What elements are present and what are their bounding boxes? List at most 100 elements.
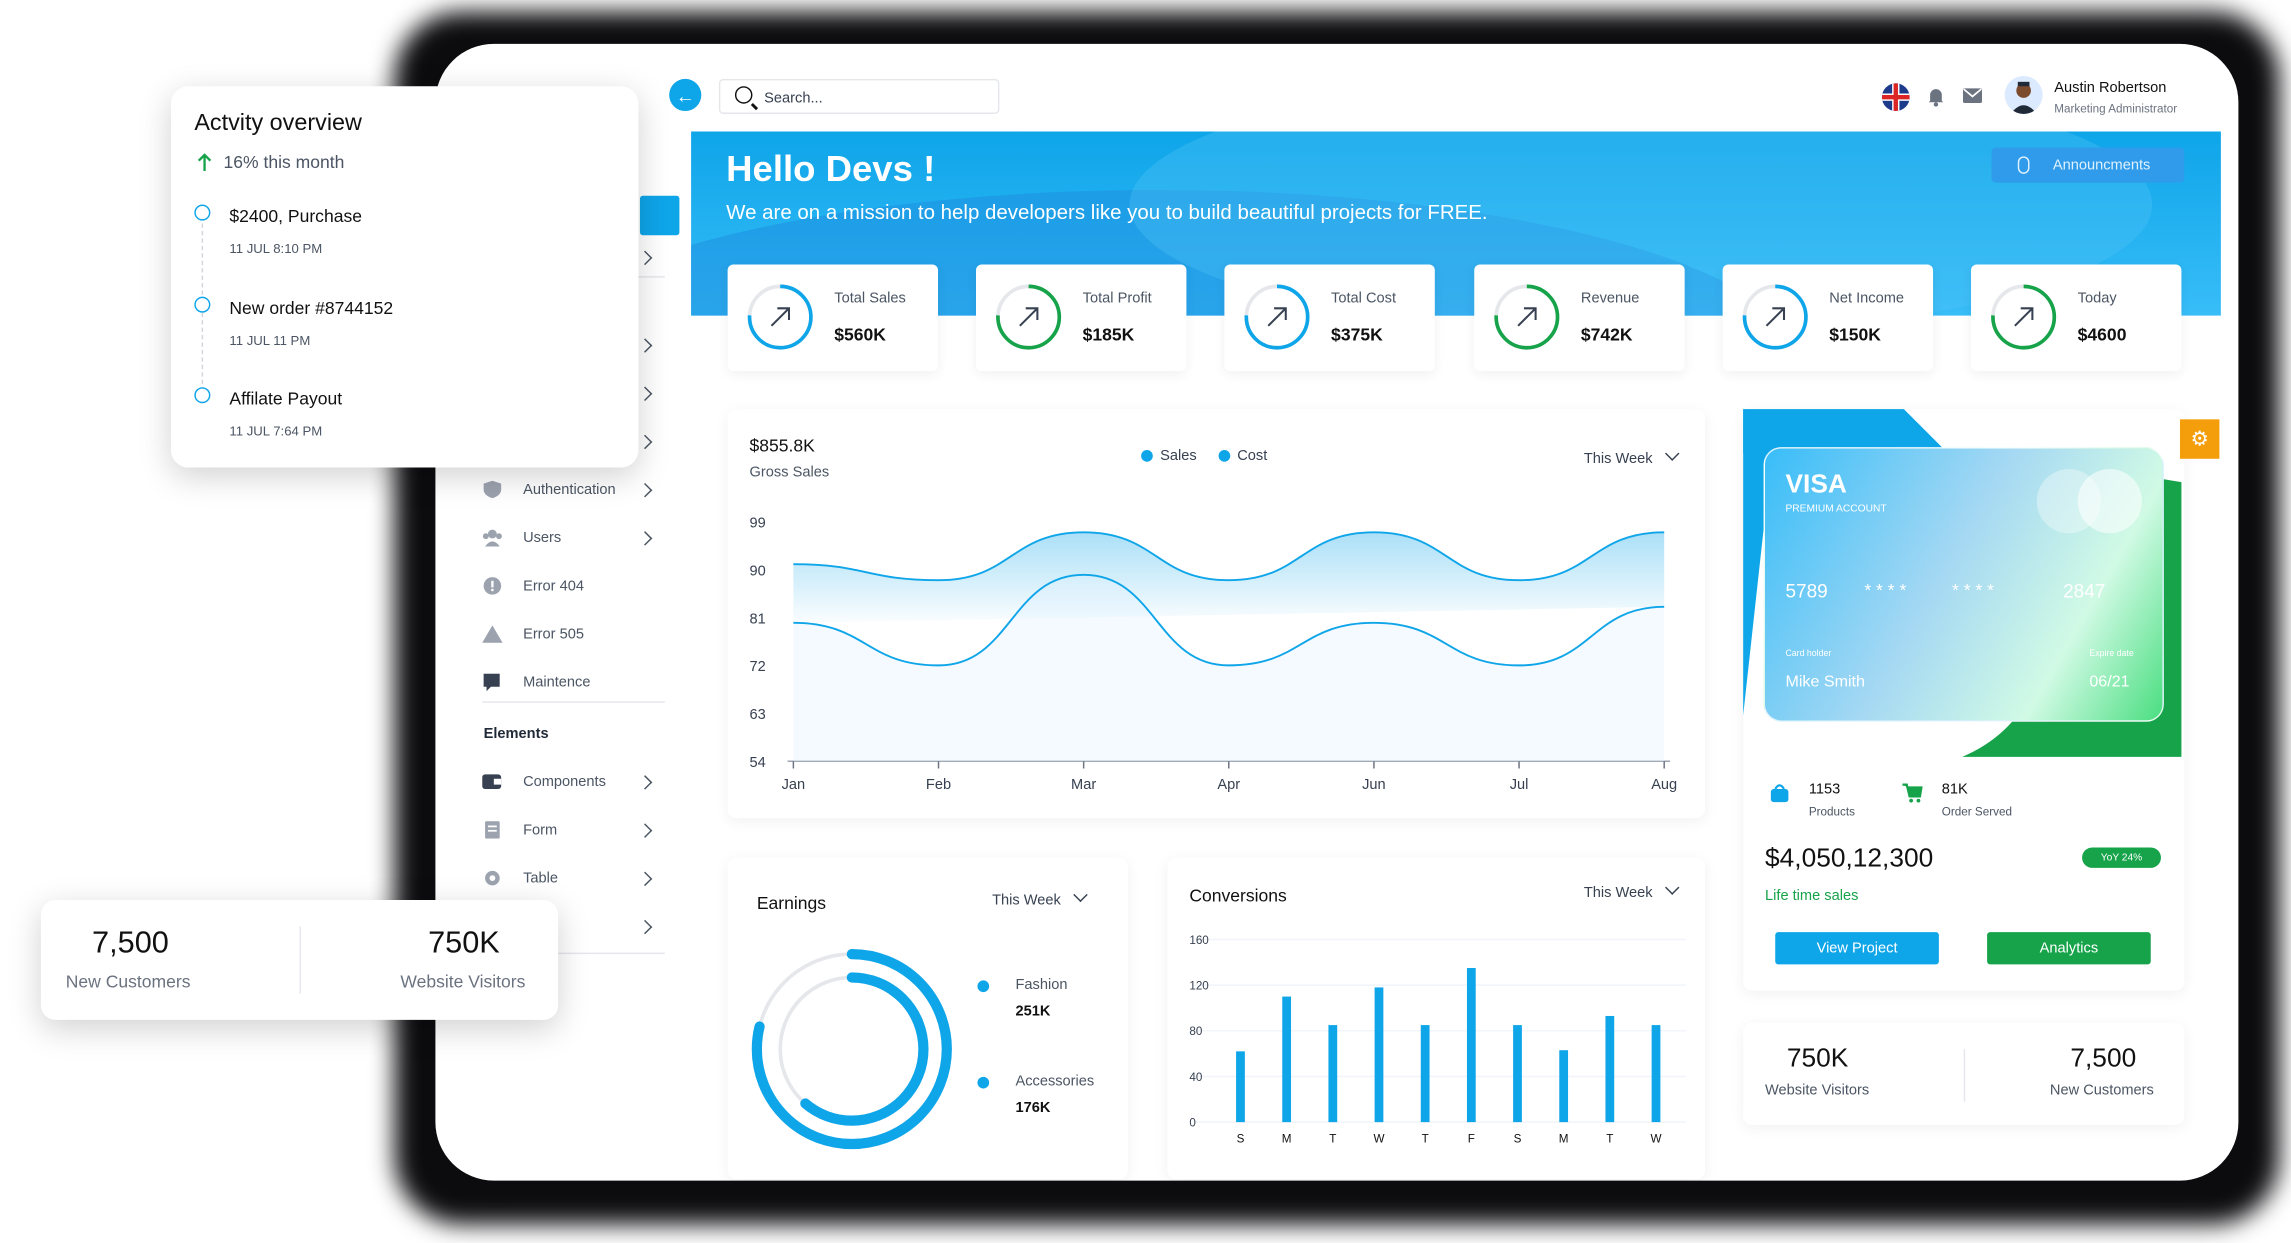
activity-item-title[interactable]: $2400, Purchase <box>229 206 362 227</box>
sales-area-fill <box>793 532 1665 623</box>
products-label: Products <box>1808 805 1855 819</box>
visa-panel: VISA PREMIUM ACCOUNT 5789 * * * * * * * … <box>1743 409 2185 991</box>
chevron-right-icon <box>637 919 653 935</box>
user-role: Marketing Administrator <box>2054 102 2178 116</box>
timeline-dot <box>194 296 211 313</box>
sidebar-item-form[interactable]: Form <box>482 815 557 844</box>
activity-item-title[interactable]: Affilate Payout <box>229 388 343 410</box>
stat-card-net-income[interactable]: Net Income $150K <box>1722 264 1934 372</box>
warning-icon <box>482 625 503 643</box>
chevron-right-icon <box>637 482 653 498</box>
range-label: This Week <box>1583 451 1653 468</box>
sidebar-item-maintenance[interactable]: Maintence <box>482 668 590 697</box>
earnings-range-dropdown[interactable]: This Week <box>992 887 1088 909</box>
sidebar-item-authentication[interactable]: Authentication <box>482 475 616 504</box>
legend-dot <box>977 1076 990 1089</box>
stat-card-revenue[interactable]: Revenue $742K <box>1474 264 1685 372</box>
gear-icon: ⚙ <box>2190 426 2209 451</box>
stat-card-total-cost[interactable]: Total Cost $375K <box>1224 264 1435 372</box>
earnings-card: Earnings This Week Fashion 251K Accessor… <box>727 857 1128 1180</box>
chat-icon <box>483 673 500 692</box>
gross-sales-line-chart: 99 90 81 72 63 54 Jan Feb Mar Apr Jun Jul Aug <box>750 515 1678 793</box>
activity-title: Actvity overview <box>194 111 362 136</box>
x-tick-label: Mar <box>1071 777 1096 793</box>
lifetime-sales-value: $4,050,12,300 <box>1765 843 1934 873</box>
sidebar-item-error-404[interactable]: Error 404 <box>482 571 584 600</box>
mail-icon[interactable] <box>1962 88 1982 104</box>
x-tick-label: M <box>1282 1133 1292 1146</box>
timeline-dot <box>194 204 211 221</box>
bar <box>1651 1025 1661 1123</box>
wallet-icon <box>482 774 502 789</box>
chart-legend: Sales Cost <box>1141 449 1267 465</box>
arrow-left-icon: ← <box>675 84 695 106</box>
bell-icon[interactable] <box>1927 86 1945 107</box>
stat-label: Total Cost <box>1331 290 1397 307</box>
card-tier: PREMIUM ACCOUNT <box>1785 504 1887 515</box>
sidebar-item-table[interactable]: Table <box>482 864 558 893</box>
yoy-badge: YoY 24% <box>2082 847 2161 868</box>
stat-card-total-sales[interactable]: Total Sales $560K <box>727 264 939 372</box>
gross-range-dropdown[interactable]: This Week <box>1583 446 1680 468</box>
x-tick-label: F <box>1468 1133 1475 1146</box>
sidebar-item-label: Maintence <box>523 674 591 691</box>
x-tick-label: W <box>1373 1133 1384 1146</box>
user-name[interactable]: Austin Robertson <box>2054 80 2167 97</box>
customers-label: New Customers <box>65 971 191 993</box>
x-tick-label: Apr <box>1217 777 1240 793</box>
trend-ring-icon <box>1991 284 2057 350</box>
chevron-right-icon <box>637 386 653 401</box>
conversions-range-dropdown[interactable]: This Week <box>1584 880 1680 901</box>
stat-label: Net Income <box>1829 290 1905 307</box>
series-line-sales <box>793 531 1665 582</box>
avatar[interactable] <box>2004 75 2043 114</box>
y-tick-label: 120 <box>1189 980 1209 993</box>
bar <box>1420 1025 1430 1123</box>
legend-sales: Sales <box>1160 448 1197 465</box>
language-flag-icon[interactable] <box>1881 83 1910 112</box>
x-tick-label: Aug <box>1651 777 1677 793</box>
stat-card-total-profit[interactable]: Total Profit $185K <box>976 264 1187 372</box>
x-tick-label: M <box>1559 1133 1569 1146</box>
sidebar-item-components[interactable]: Components <box>482 767 606 796</box>
search-input[interactable] <box>761 80 987 116</box>
search-box[interactable] <box>718 78 1000 116</box>
chevron-right-icon <box>637 775 653 790</box>
visa-card[interactable]: VISA PREMIUM ACCOUNT 5789 * * * * * * * … <box>1763 447 2164 722</box>
legend-dot <box>1218 450 1230 462</box>
search-icon <box>734 86 753 104</box>
bar <box>1513 1025 1522 1123</box>
settings-button[interactable]: ⚙ <box>2179 419 2220 459</box>
chevron-right-icon <box>637 871 653 887</box>
cart-icon <box>1902 783 1923 803</box>
bar <box>1559 1050 1569 1123</box>
sidebar-item-error-505[interactable]: Error 505 <box>482 620 584 649</box>
trend-ring-icon <box>996 284 1062 350</box>
earnings-ring-chart <box>751 948 952 1150</box>
sidebar-item-users[interactable]: Users <box>482 523 561 552</box>
analytics-button[interactable]: Analytics <box>1987 932 2151 965</box>
sidebar-active-item[interactable] <box>639 195 680 236</box>
document-icon <box>485 821 500 839</box>
activity-item-title[interactable]: New order #8744152 <box>229 298 394 319</box>
view-project-button[interactable]: View Project <box>1775 932 1939 965</box>
stat-value: $560K <box>834 324 886 345</box>
stat-card-today[interactable]: Today $4600 <box>1971 264 2182 372</box>
announcements-button[interactable]: Announcments <box>1991 147 2185 183</box>
conversions-bar-chart: 160 120 80 40 0 S M T W T F S M T W <box>1189 934 1687 1146</box>
gear-icon <box>485 870 500 886</box>
alert-circle-icon <box>483 577 502 595</box>
sidebar-item-label: Authentication <box>523 481 616 498</box>
hero-title: Hello Devs ! <box>726 149 936 190</box>
sidebar-item-label: Users <box>523 529 562 546</box>
y-tick-label: 99 <box>750 515 766 531</box>
y-tick-label: 54 <box>750 755 766 771</box>
stat-value: $185K <box>1082 324 1135 345</box>
users-icon <box>482 529 502 547</box>
y-tick-label: 81 <box>750 611 766 627</box>
microphone-icon <box>2017 156 2030 174</box>
collapse-sidebar-button[interactable]: ← <box>669 78 702 112</box>
card-number-part: 5789 <box>1785 580 1828 602</box>
chevron-right-icon <box>637 250 653 266</box>
stat-value: $375K <box>1331 324 1383 345</box>
